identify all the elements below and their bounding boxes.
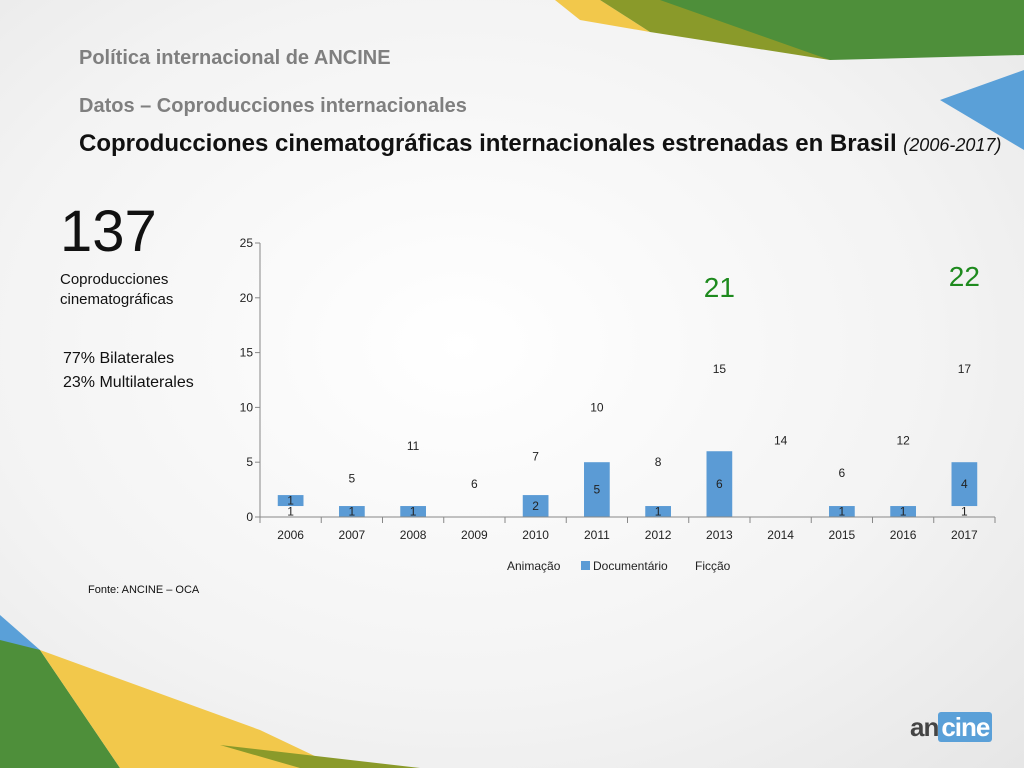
legend-entry: Animação xyxy=(507,559,561,573)
y-tick-label: 5 xyxy=(246,455,253,469)
bar-documentario xyxy=(522,495,549,517)
bar-documentario xyxy=(645,506,671,517)
deco-yellow-bottom xyxy=(40,650,340,768)
x-tick-label: 2006 xyxy=(277,528,304,542)
data-label-documentario: 2 xyxy=(532,499,539,513)
y-tick-label: 15 xyxy=(240,346,254,360)
data-label-animacao: 1 xyxy=(961,505,968,519)
total-coproductions-label: Coproducciones cinematográficas xyxy=(60,271,174,308)
data-label-ficcao: 14 xyxy=(774,433,788,447)
total-annotations: 21 22 xyxy=(704,261,980,303)
deco-green-top xyxy=(660,0,1024,60)
x-tick-label: 2010 xyxy=(522,528,549,542)
x-tick-label: 2014 xyxy=(767,528,794,542)
deco-green-bottom xyxy=(0,640,120,768)
x-tick-label: 2011 xyxy=(584,528,610,542)
deco-yellow-top xyxy=(555,0,650,32)
bar-documentario xyxy=(277,495,304,507)
chart-legend: Animação Documentário Ficção xyxy=(507,559,731,573)
legend-swatch xyxy=(581,561,590,570)
data-label-ficcao: 12 xyxy=(896,433,910,447)
data-label-documentario: 6 xyxy=(716,477,723,491)
bar-documentario xyxy=(400,506,426,517)
x-tick-label: 2017 xyxy=(951,528,978,542)
x-tick-label: 2012 xyxy=(645,528,672,542)
data-label-ficcao: 6 xyxy=(471,477,478,491)
x-tick-label: 2013 xyxy=(706,528,733,542)
data-label-documentario: 1 xyxy=(410,505,417,519)
data-label-ficcao: 10 xyxy=(590,400,604,414)
multilateral-percentage: 23% Multilaterales xyxy=(63,374,194,391)
y-tick-label: 0 xyxy=(246,510,253,524)
x-tick-label: 2008 xyxy=(400,528,427,542)
x-tick-label: 2015 xyxy=(829,528,856,542)
data-label-documentario: 4 xyxy=(961,477,968,491)
data-label-documentario: 1 xyxy=(287,494,294,508)
data-label-documentario: 1 xyxy=(900,505,907,519)
deco-olive-top xyxy=(600,0,830,60)
y-tick-label: 20 xyxy=(240,291,254,305)
x-tick-label: 2009 xyxy=(461,528,488,542)
bar-documentario xyxy=(951,462,978,507)
data-label-documentario: 1 xyxy=(349,505,356,519)
data-label-animacao: 1 xyxy=(287,505,294,519)
bar-series-documentario xyxy=(277,451,978,517)
data-label-ficcao: 6 xyxy=(839,466,846,480)
slide-title-period: (2006-2017) xyxy=(903,135,1002,155)
total-coproductions-value: 137 xyxy=(60,199,157,264)
x-tick-label: 2016 xyxy=(890,528,917,542)
data-label-ficcao: 17 xyxy=(958,362,972,376)
total-annotation: 21 xyxy=(704,272,735,303)
data-label-ficcao: 7 xyxy=(532,450,539,464)
slide-title: Coproducciones cinematográficas internac… xyxy=(79,129,1014,160)
bilateral-percentage: 77% Bilaterales xyxy=(63,350,175,367)
bar-documentario xyxy=(706,451,733,517)
data-label-ficcao: 15 xyxy=(713,362,727,376)
logo-an: an xyxy=(910,712,939,742)
x-axis: 2006 2007 2008 2009 2010 2011 2012 2013 2014 2015… xyxy=(259,516,996,542)
data-label-documentario: 1 xyxy=(839,505,846,519)
ancine-logo: an cine xyxy=(900,700,1000,760)
bar-documentario xyxy=(339,506,365,517)
bar-documentario xyxy=(890,506,916,517)
section-title: Política internacional de ANCINE xyxy=(79,47,391,69)
data-label-ficcao: 11 xyxy=(407,439,420,453)
data-label-ficcao: 8 xyxy=(655,455,662,469)
bar-documentario xyxy=(584,462,610,517)
deco-olive-bottom xyxy=(220,745,420,768)
logo-cine: cine xyxy=(938,712,993,742)
data-label-ficcao: 5 xyxy=(349,472,356,486)
bar-documentario xyxy=(829,506,855,517)
y-tick-label: 25 xyxy=(240,236,254,250)
legend-entry: Documentário xyxy=(593,559,668,573)
data-label-documentario: 5 xyxy=(594,483,601,497)
data-label-documentario: 1 xyxy=(655,505,662,519)
slide-subtitle: Datos – Coproducciones internacionales xyxy=(79,95,467,117)
total-annotation: 22 xyxy=(949,261,980,292)
slide-title-text: Coproducciones cinematográficas internac… xyxy=(79,130,897,157)
deco-blue-bottom xyxy=(0,615,40,660)
legend-entry: Ficção xyxy=(695,559,731,573)
source-note: Fonte: ANCINE – OCA xyxy=(88,584,200,596)
y-axis: 0 5 10 15 20 25 xyxy=(240,236,261,524)
x-tick-label: 2007 xyxy=(339,528,366,542)
y-tick-label: 10 xyxy=(240,400,254,414)
ancine-logo-wordmark: an cine xyxy=(910,712,993,743)
